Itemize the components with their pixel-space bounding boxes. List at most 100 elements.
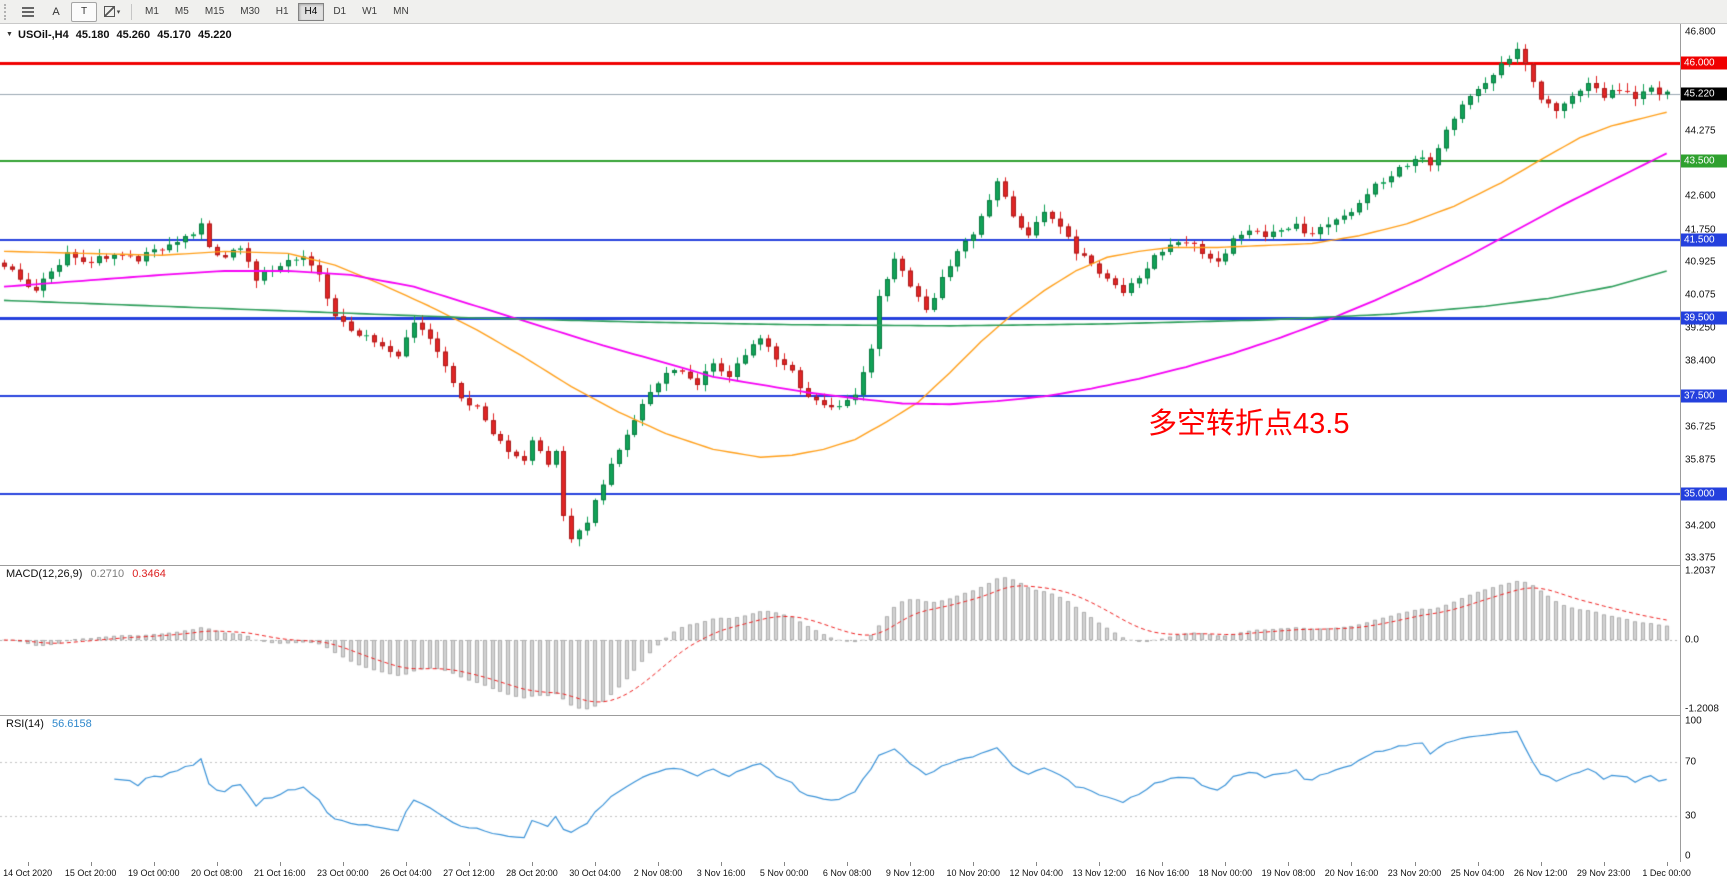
time-tick [405,862,407,866]
shapes-dropdown-button[interactable]: ▾ [99,2,125,22]
price-level-badge: 37.500 [1681,389,1727,403]
time-axis-label: 13 Nov 12:00 [1072,868,1127,878]
rsi-scale-tick: 30 [1685,810,1697,821]
chart-canvas[interactable] [0,24,1680,862]
timeframe-m15[interactable]: M15 [204,5,225,17]
timeframe-w1[interactable]: W1 [362,5,378,17]
chevron-down-icon: ▾ [116,8,121,16]
time-tick [342,862,344,866]
price-level-badge: 46.000 [1681,56,1727,70]
time-tick [1414,862,1416,866]
line-studies-button[interactable] [15,2,41,22]
timeframe-m5[interactable]: M5 [174,5,189,17]
time-tick [1162,862,1164,866]
timeframe-h1[interactable]: H1 [275,5,289,17]
rsi-label: RSI(14) 56.6158 [6,718,97,730]
time-tick [279,862,281,866]
toolbar-separator [131,3,132,20]
timeframe-d1[interactable]: D1 [333,5,347,17]
time-tick [1477,862,1479,866]
time-axis-label: 10 Nov 20:00 [946,868,1001,878]
toolbar-grip[interactable] [4,3,10,20]
panel-separator-rsi[interactable] [0,715,1727,716]
time-axis[interactable]: 14 Oct 2020 15 Oct 20:00 19 Oct 00:00 20 Oc… [0,862,1727,892]
price-tick: 40.075 [1685,289,1716,301]
time-axis-label: 27 Oct 12:00 [443,868,495,878]
price-tick: 36.725 [1685,421,1716,433]
time-axis-label: 25 Nov 04:00 [1450,868,1505,878]
timeframe-h4[interactable]: H4 [297,2,325,21]
macd-scale-tick: -1.2008 [1685,703,1719,715]
price-tick: 44.275 [1685,125,1716,137]
time-axis-label: 14 Oct 2020 [3,868,53,878]
time-axis-label: 20 Oct 08:00 [190,868,243,878]
price-tick: 34.200 [1685,520,1716,532]
time-tick [1288,862,1290,866]
time-axis-label: 30 Oct 04:00 [569,868,621,878]
time-axis-label: 2 Nov 08:00 [633,868,683,878]
time-axis-label: 28 Oct 20:00 [506,868,558,878]
time-tick [531,862,533,866]
price-tick: 46.800 [1685,26,1716,38]
time-axis-label: 18 Nov 00:00 [1198,868,1253,878]
panel-separator-macd[interactable] [0,565,1727,566]
time-axis-label: 6 Nov 08:00 [822,868,872,878]
time-tick [1666,862,1668,866]
time-tick [90,862,92,866]
shape-icon [103,6,115,17]
time-tick [153,862,155,866]
price-tick: 39.250 [1685,322,1716,334]
timeframe-m30[interactable]: M30 [240,5,260,17]
time-axis-label: 12 Nov 04:00 [1009,868,1064,878]
time-axis-label: 21 Oct 16:00 [254,868,306,878]
price-tick: 41.750 [1685,224,1716,236]
time-tick [910,862,912,866]
price-tick: 38.400 [1685,355,1716,367]
rsi-scale-tick: 100 [1685,715,1702,727]
time-tick [1036,862,1038,866]
timeframe-buttons: M1 M5 M15 M30 H1 H4 D1 W1 MN [137,2,417,21]
time-tick [1603,862,1605,866]
time-axis-label: 29 Nov 23:00 [1576,868,1631,878]
time-tick [1099,862,1101,866]
macd-signal-value: 0.3464 [132,568,166,580]
time-axis-label: 3 Nov 16:00 [696,868,746,878]
macd-main-value: 0.2710 [90,568,125,580]
macd-scale-tick: 1.2037 [1685,565,1716,577]
time-axis-label: 5 Nov 00:00 [759,868,809,878]
time-tick [1225,862,1227,866]
macd-scale-tick: 0.0 [1685,634,1699,646]
time-tick [1351,862,1353,866]
quote-symbol-period: USOil-,H4 [18,29,69,41]
price-level-badge: 39.500 [1681,311,1727,325]
toolbar: A T ▾ M1 M5 M15 M30 H1 H4 D1 W1 MN [0,0,1727,24]
time-axis-label: 1 Dec 00:00 [1642,868,1691,878]
time-axis-label: 20 Nov 16:00 [1324,868,1379,878]
price-tick: 40.925 [1685,256,1716,268]
time-axis-label: 23 Nov 20:00 [1387,868,1442,878]
time-tick [784,862,786,866]
time-axis-label: 26 Nov 12:00 [1513,868,1568,878]
quote-expand-icon[interactable]: ▼ [6,31,13,38]
label-tool-button[interactable]: T [71,1,97,22]
time-axis-label: 19 Oct 00:00 [127,868,180,878]
time-tick [973,862,975,866]
quote-close: 45.220 [197,29,232,41]
time-tick [216,862,218,866]
time-tick [1540,862,1542,866]
price-level-badge: 35.000 [1681,487,1727,501]
time-tick [658,862,660,866]
lines-icon [22,6,34,17]
time-tick [721,862,723,866]
quote-open: 45.180 [75,29,110,41]
time-axis-label: 16 Nov 16:00 [1135,868,1190,878]
price-axis[interactable]: 46.800 44.275 42.600 41.750 40.925 40.075 39.2… [1681,24,1727,892]
time-axis-label: 23 Oct 00:00 [317,868,369,878]
price-level-badge: 43.500 [1681,154,1727,168]
text-tool-button[interactable]: A [52,5,60,18]
symbol-quote: ▼ USOil-,H4 45.180 45.260 45.170 45.220 [6,29,236,41]
timeframe-m1[interactable]: M1 [145,5,159,17]
price-level-badge: 41.500 [1681,233,1727,247]
timeframe-mn[interactable]: MN [393,5,409,17]
